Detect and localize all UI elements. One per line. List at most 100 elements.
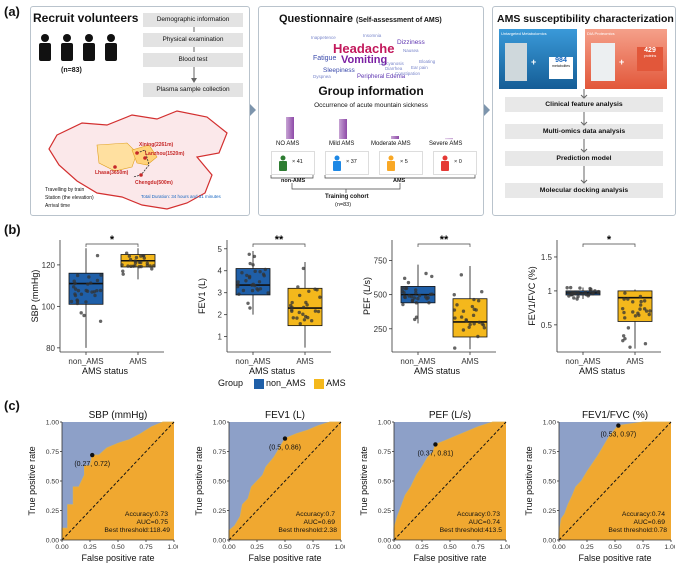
roc-plot-4: FEV1/FVC (%) 0.000.00 0.25 0.25 0.50 0.50 0.75… [525, 410, 675, 563]
data-point [71, 285, 76, 289]
data-point [290, 300, 294, 305]
data-point [621, 338, 625, 343]
x-tick-label: 0.75 [139, 544, 152, 551]
x-tick-label: 0.00 [222, 544, 235, 551]
data-point [626, 326, 631, 330]
data-point [301, 312, 305, 316]
data-point [417, 293, 422, 298]
instrument-shape [591, 43, 615, 81]
y-tick-label: 0.00 [378, 538, 391, 545]
roc-title: PEF (L/s) [429, 410, 471, 421]
y-tick-label: 5 [218, 245, 223, 254]
data-point [236, 282, 240, 287]
x-tick-label: AMS [461, 357, 478, 366]
bar-severe [445, 138, 453, 140]
data-point [75, 301, 80, 306]
data-point [290, 308, 294, 312]
y-axis-label: True positive rate [195, 446, 204, 515]
data-point [453, 346, 457, 350]
threshold-label: Best threshold:0.78 [608, 527, 667, 534]
data-point [301, 266, 306, 271]
data-point [633, 314, 638, 318]
data-point [425, 297, 429, 301]
data-point [120, 263, 124, 267]
x-tick-label: 0.50 [278, 544, 291, 551]
y-tick-label: 0.25 [378, 508, 391, 515]
y-tick-label: 750 [374, 256, 388, 265]
data-point [99, 273, 103, 277]
step-clinical: Clinical feature analysis [505, 97, 663, 112]
ams-label: AMS [393, 178, 406, 184]
map-legend-station: Station (the elevation) [45, 195, 94, 201]
data-point [315, 288, 319, 292]
significance-bracket [252, 243, 306, 247]
data-point [430, 274, 434, 279]
data-point [69, 299, 74, 304]
data-point [588, 286, 592, 291]
symptom-wordcloud: Headache Vomiting Fatigue Dizziness Slee… [311, 31, 441, 81]
data-point [121, 269, 125, 273]
count-mild: × 37 [346, 159, 357, 165]
data-point [468, 322, 472, 327]
data-point [255, 287, 259, 291]
data-point [586, 294, 590, 298]
step-blood: Blood test [143, 53, 243, 67]
data-point [474, 308, 478, 312]
data-point [253, 269, 257, 274]
data-point [245, 273, 249, 278]
data-point [623, 316, 627, 320]
group-bars [286, 117, 453, 140]
best-point-label: (0.37, 0.81) [418, 450, 454, 457]
data-point [137, 260, 141, 264]
accuracy-label: Accuracy:0.7 [296, 511, 336, 518]
threshold-label: Best threshold:118.49 [104, 527, 170, 534]
data-point [566, 290, 571, 295]
data-point [428, 292, 433, 297]
y-tick-label: 0.75 [543, 449, 556, 456]
x-tick-label: 0.25 [250, 544, 263, 551]
auc-label: AUC=0.74 [468, 519, 500, 526]
data-point [247, 252, 251, 256]
x-tick-label: 0.25 [83, 544, 96, 551]
x-axis-label: AMS status [82, 366, 129, 376]
data-point [476, 334, 480, 339]
data-point [402, 276, 407, 281]
group-label-no: NO AMS [276, 141, 300, 147]
data-point [76, 288, 81, 293]
y-tick-label: 100 [42, 302, 56, 311]
data-point [240, 271, 244, 275]
ams-step-arrows [580, 89, 588, 184]
data-point [622, 297, 626, 301]
best-point-label: (0.5, 0.86) [269, 445, 301, 452]
boxplot-4: 0.5 1 1.5 FEV1/FVC (%) non_AMS AMS * [527, 234, 661, 366]
data-point [453, 316, 457, 320]
x-tick-label: 1.00 [499, 544, 510, 551]
roc-plot-3: PEF (L/s) 0.000.00 0.25 0.25 0.50 0.50 0.75 0.7… [360, 410, 510, 563]
y-axis-label: True positive rate [360, 446, 369, 515]
data-point [638, 307, 642, 311]
map-legend-train: Travelling by train [45, 187, 85, 193]
y-tick-label: 0.75 [46, 449, 59, 456]
legend-title: Group [218, 378, 244, 388]
data-point [73, 292, 77, 296]
data-point [593, 289, 597, 293]
data-point [258, 269, 262, 274]
data-point [241, 288, 246, 293]
x-tick-label: 1.00 [167, 544, 178, 551]
data-point [461, 309, 466, 313]
data-point [236, 280, 240, 284]
y-tick-label: 0.25 [46, 508, 59, 515]
data-point [400, 286, 405, 290]
x-tick-label: 0.25 [415, 544, 428, 551]
non-ams-label: non-AMS [281, 178, 306, 184]
bar-moderate [391, 136, 399, 139]
data-point [263, 267, 268, 272]
roc-curve [228, 421, 341, 540]
questionnaire-box: Questionnaire (Self-assessment of AMS) H… [258, 6, 484, 216]
x-tick-label: AMS [296, 357, 313, 366]
data-point [400, 289, 405, 293]
data-point [427, 301, 431, 305]
data-point [644, 309, 649, 313]
word-constipation: Constipation [395, 71, 421, 76]
data-point [464, 319, 469, 323]
